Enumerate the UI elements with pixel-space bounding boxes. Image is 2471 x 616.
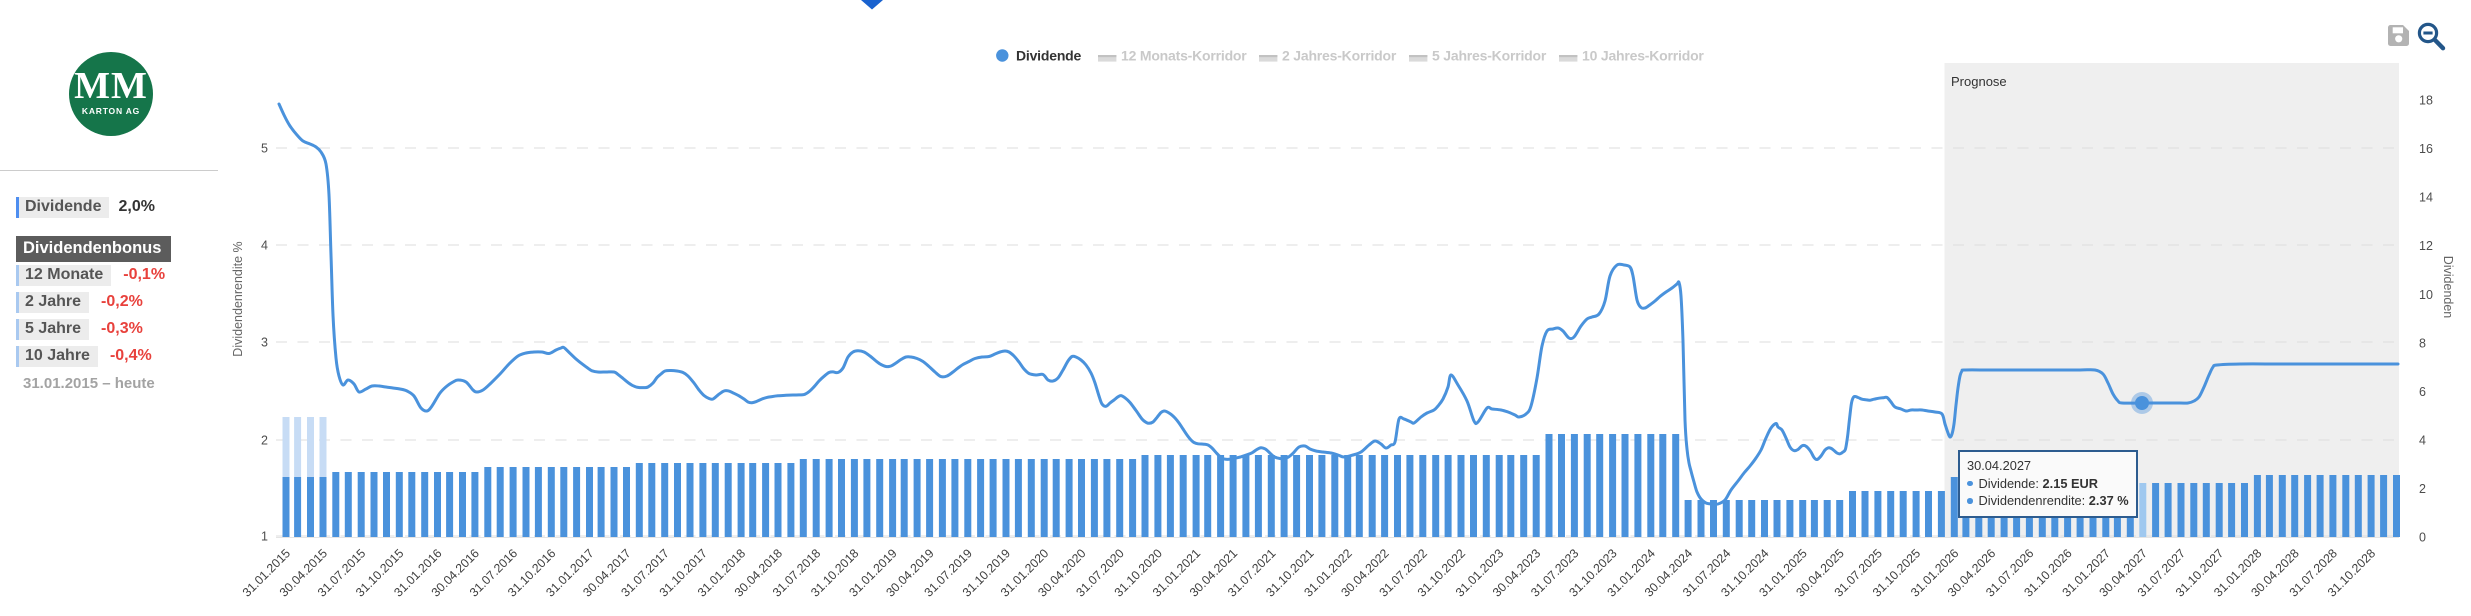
svg-text:2 Jahres-Korridor: 2 Jahres-Korridor (1282, 48, 1397, 64)
svg-text:2: 2 (261, 434, 268, 448)
svg-text:10: 10 (2419, 288, 2433, 302)
svg-text:Prognose: Prognose (1951, 74, 2007, 89)
svg-text:Dividende: Dividende (1016, 48, 1082, 64)
svg-text:12 Monats-Korridor: 12 Monats-Korridor (1121, 48, 1247, 64)
svg-text:Dividendenrendite %: Dividendenrendite % (231, 241, 245, 356)
svg-text:16: 16 (2419, 142, 2433, 156)
svg-text:2: 2 (2419, 482, 2426, 496)
svg-text:4: 4 (261, 239, 268, 253)
svg-text:12: 12 (2419, 239, 2433, 253)
svg-text:Dividenden: Dividenden (2441, 256, 2455, 319)
svg-text:4: 4 (2419, 433, 2426, 447)
svg-text:10 Jahres-Korridor: 10 Jahres-Korridor (1582, 48, 1704, 64)
svg-text:3: 3 (261, 336, 268, 350)
svg-text:14: 14 (2419, 191, 2433, 205)
svg-text:5 Jahres-Korridor: 5 Jahres-Korridor (1432, 48, 1547, 64)
svg-text:5: 5 (261, 142, 268, 156)
svg-text:18: 18 (2419, 94, 2433, 108)
svg-text:0: 0 (2419, 531, 2426, 545)
svg-text:8: 8 (2419, 336, 2426, 350)
svg-text:1: 1 (261, 530, 268, 544)
svg-text:6: 6 (2419, 385, 2426, 399)
